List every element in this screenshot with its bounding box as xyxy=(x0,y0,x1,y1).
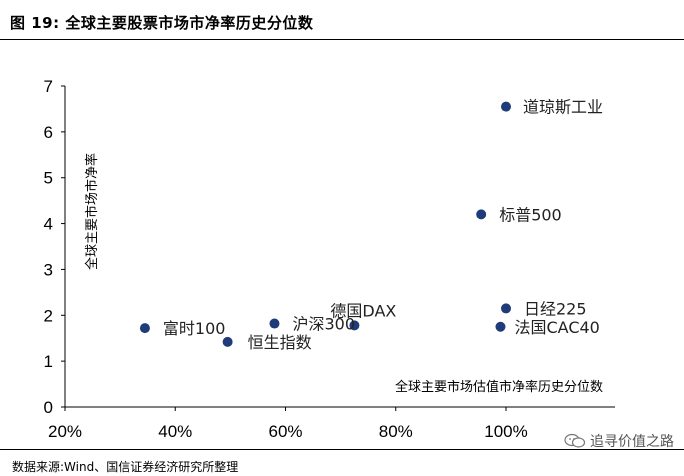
x-tick-label: 40% xyxy=(158,422,192,441)
data-point xyxy=(269,318,280,329)
x-tick-label: 20% xyxy=(48,422,82,441)
y-tick-label: 5 xyxy=(44,169,53,188)
data-point xyxy=(139,323,150,334)
data-point-label: 法国CAC40 xyxy=(514,318,599,337)
figure-header: 图 19: 全球主要股票市场市净率历史分位数 xyxy=(0,0,684,40)
data-points xyxy=(139,101,511,347)
y-tick-label: 3 xyxy=(44,260,53,279)
x-axis: 20% 40% 60% 80% 100% xyxy=(48,406,615,441)
y-tick-label: 2 xyxy=(44,306,53,325)
y-axis: 0 1 2 3 4 5 6 7 xyxy=(44,77,66,417)
data-point-label: 道琼斯工业 xyxy=(523,98,603,117)
x-tick-label: 100% xyxy=(484,422,527,441)
figure-footer: 数据来源:Wind、国信证券经济研究所整理 追寻价值之路 xyxy=(0,433,684,476)
source-note: 数据来源:Wind、国信证券经济研究所整理 xyxy=(12,460,239,474)
y-tick-label: 4 xyxy=(44,215,53,234)
data-point xyxy=(501,101,511,112)
x-tick-label: 60% xyxy=(268,422,302,441)
data-point-label: 德国DAX xyxy=(330,301,396,320)
wechat-icon xyxy=(564,433,586,448)
y-tick-label: 1 xyxy=(44,352,53,371)
data-point-label: 富时100 xyxy=(163,319,226,338)
x-axis-label: 全球主要市场估值市净率历史分位数 xyxy=(395,379,603,395)
data-point-label: 标普500 xyxy=(499,205,562,224)
data-point xyxy=(495,321,506,332)
y-axis-label: 全球主要市场市净率 xyxy=(84,153,100,270)
data-point xyxy=(222,336,233,347)
figure-title: 图 19: 全球主要股票市场市净率历史分位数 xyxy=(10,14,314,32)
data-point xyxy=(501,303,511,314)
y-tick-label: 7 xyxy=(44,77,53,96)
watermark-text: 追寻价值之路 xyxy=(590,434,674,450)
watermark: 追寻价值之路 xyxy=(564,431,674,451)
x-tick-label: 80% xyxy=(379,422,413,441)
y-tick-label: 0 xyxy=(44,398,53,417)
data-point-label: 恒生指数 xyxy=(248,333,312,352)
data-point-label: 日经225 xyxy=(524,299,587,318)
data-point xyxy=(476,209,487,220)
data-point-label: 沪深300 xyxy=(292,315,355,334)
data-point xyxy=(349,320,360,331)
y-tick-label: 6 xyxy=(44,123,53,142)
